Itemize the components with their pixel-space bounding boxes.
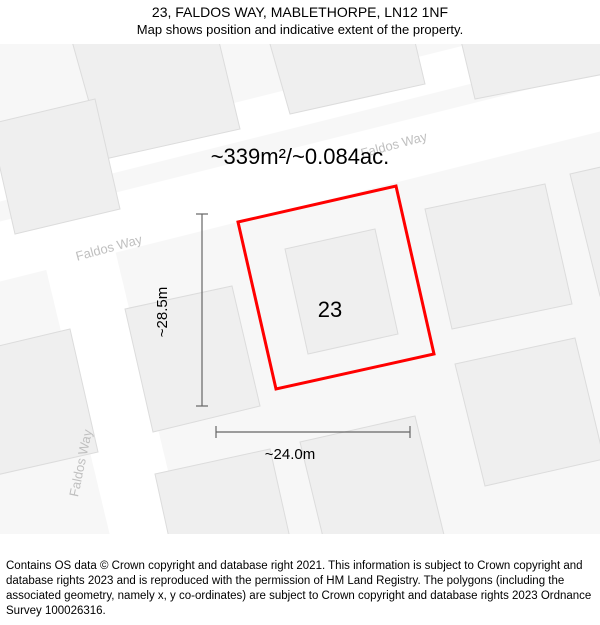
area-label: ~339m²/~0.084ac. bbox=[211, 144, 390, 169]
page-title: 23, FALDOS WAY, MABLETHORPE, LN12 1NF bbox=[0, 4, 600, 20]
copyright-text: Contains OS data © Crown copyright and d… bbox=[6, 559, 594, 619]
dim-height-label: ~28.5m bbox=[154, 287, 171, 337]
map-svg: ~28.5m ~24.0m Faldos WayFaldos WayFaldos… bbox=[0, 44, 600, 534]
page-container: 23, FALDOS WAY, MABLETHORPE, LN12 1NF Ma… bbox=[0, 0, 600, 625]
map-area: ~28.5m ~24.0m Faldos WayFaldos WayFaldos… bbox=[0, 44, 600, 534]
building-footprint bbox=[425, 184, 572, 329]
page-subtitle: Map shows position and indicative extent… bbox=[0, 22, 600, 37]
plot-number: 23 bbox=[318, 297, 342, 322]
dim-width-label: ~24.0m bbox=[265, 446, 315, 463]
